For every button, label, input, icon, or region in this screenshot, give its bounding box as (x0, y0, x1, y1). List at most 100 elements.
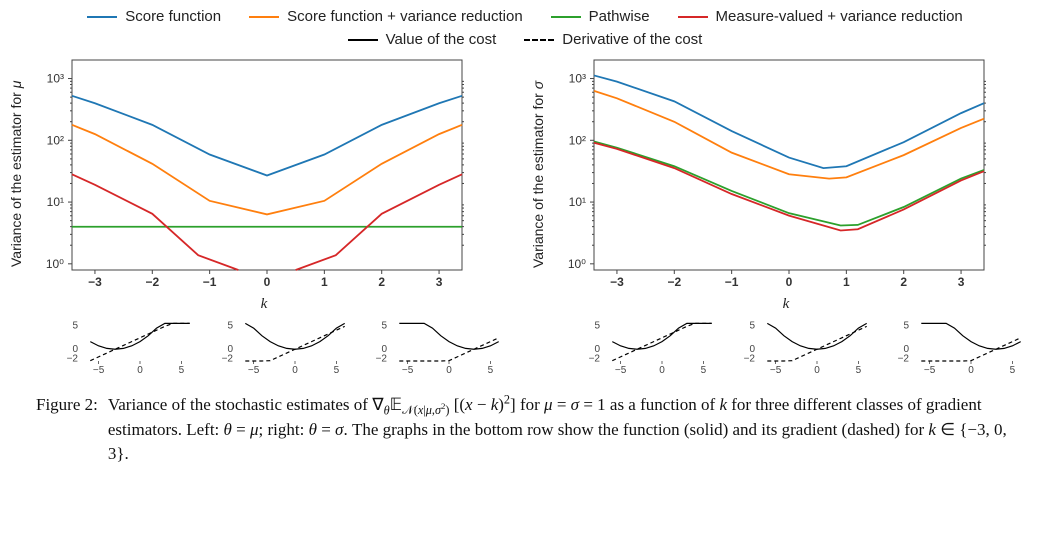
thumb-k0: −505−205 (215, 319, 366, 375)
svg-text:0: 0 (659, 365, 665, 375)
thumbs-sigma: −505−205−505−205−505−205 (582, 319, 1042, 375)
legend: Score function Score function + variance … (8, 8, 1042, 48)
svg-text:5: 5 (227, 321, 233, 332)
svg-text:10¹: 10¹ (47, 195, 64, 209)
thumb-k3: −505−205 (891, 319, 1042, 375)
legend-item: Score function + variance reduction (249, 8, 523, 25)
series-path (594, 142, 984, 226)
svg-text:5: 5 (72, 321, 78, 332)
svg-text:−5: −5 (402, 365, 414, 375)
legend-swatch (524, 39, 554, 41)
svg-text:−2: −2 (67, 354, 79, 365)
panel-mu: Variance of the estimator for μ −3−2−101… (8, 54, 520, 375)
svg-text:10²: 10² (569, 133, 586, 147)
svg-text:−2: −2 (589, 354, 601, 365)
svg-text:0: 0 (72, 344, 78, 355)
thumb-k-3: −505−205 (60, 319, 211, 375)
legend-swatch (87, 16, 117, 18)
svg-text:0: 0 (447, 365, 453, 375)
svg-text:1: 1 (321, 275, 328, 289)
svg-text:1: 1 (843, 275, 850, 289)
series-scorevr (72, 125, 462, 215)
svg-text:−5: −5 (615, 365, 627, 375)
thumb-k-3: −505−205 (582, 319, 733, 375)
series-score (72, 96, 462, 176)
legend-swatch (551, 16, 581, 18)
legend-item: Derivative of the cost (524, 31, 702, 48)
svg-text:5: 5 (904, 321, 910, 332)
svg-text:−5: −5 (924, 365, 936, 375)
svg-text:0: 0 (594, 344, 600, 355)
svg-text:−2: −2 (221, 354, 233, 365)
svg-text:0: 0 (137, 365, 143, 375)
svg-text:0: 0 (264, 275, 271, 289)
svg-text:5: 5 (1010, 365, 1016, 375)
thumbs-mu: −505−205−505−205−505−205 (60, 319, 520, 375)
thumb-k0: −505−205 (737, 319, 888, 375)
series-mvvr (594, 143, 984, 231)
ylabel-sigma: Variance of the estimator for σ (530, 54, 550, 294)
svg-text:10²: 10² (47, 133, 64, 147)
svg-text:5: 5 (594, 321, 600, 332)
legend-item: Value of the cost (348, 31, 497, 48)
svg-text:−5: −5 (93, 365, 105, 375)
svg-text:5: 5 (749, 321, 755, 332)
svg-text:−2: −2 (898, 354, 910, 365)
svg-text:5: 5 (333, 365, 339, 375)
svg-text:0: 0 (969, 365, 975, 375)
legend-row-1: Score function Score function + variance … (8, 8, 1042, 25)
svg-text:10⁰: 10⁰ (568, 257, 586, 271)
thumb-k3: −505−205 (369, 319, 520, 375)
legend-item: Pathwise (551, 8, 650, 25)
svg-text:0: 0 (814, 365, 820, 375)
svg-text:0: 0 (292, 365, 298, 375)
svg-text:10⁰: 10⁰ (46, 257, 64, 271)
svg-text:2: 2 (378, 275, 385, 289)
svg-text:−2: −2 (667, 275, 681, 289)
svg-text:−5: −5 (248, 365, 260, 375)
svg-text:10¹: 10¹ (569, 195, 586, 209)
legend-label: Score function + variance reduction (287, 8, 523, 25)
xlabel-sigma: k (530, 296, 1042, 313)
legend-label: Score function (125, 8, 221, 25)
series-scorevr (594, 91, 984, 179)
legend-row-2: Value of the cost Derivative of the cost (8, 31, 1042, 48)
svg-text:−2: −2 (743, 354, 755, 365)
svg-text:−3: −3 (610, 275, 624, 289)
main-charts: Variance of the estimator for μ −3 −2 −1 0 1… (8, 54, 1042, 375)
panel-sigma: Variance of the estimator for σ −3 −2 −1 0 1… (530, 54, 1042, 375)
legend-label: Value of the cost (386, 31, 497, 48)
chart-mu: −3−2−1012310⁰10¹10²10³ (28, 54, 468, 294)
ylabel-mu: Variance of the estimator for μ (8, 54, 28, 294)
caption-body: Variance of the stochastic estimates of … (108, 393, 1014, 467)
svg-text:5: 5 (179, 365, 185, 375)
legend-label: Derivative of the cost (562, 31, 702, 48)
legend-item: Measure-valued + variance reduction (678, 8, 963, 25)
svg-text:−1: −1 (725, 275, 739, 289)
svg-text:5: 5 (701, 365, 707, 375)
svg-text:5: 5 (488, 365, 494, 375)
svg-text:3: 3 (436, 275, 443, 289)
svg-text:−2: −2 (145, 275, 159, 289)
svg-text:10³: 10³ (569, 72, 586, 86)
legend-item: Score function (87, 8, 221, 25)
svg-text:−1: −1 (203, 275, 217, 289)
svg-text:10³: 10³ (47, 72, 64, 86)
svg-text:0: 0 (904, 344, 910, 355)
svg-text:0: 0 (786, 275, 793, 289)
series-score (594, 75, 984, 168)
svg-text:5: 5 (382, 321, 388, 332)
figure: Score function Score function + variance … (0, 0, 1050, 477)
svg-text:3: 3 (958, 275, 965, 289)
svg-text:−2: −2 (376, 354, 388, 365)
svg-text:0: 0 (382, 344, 388, 355)
caption-lead: Figure 2: (36, 393, 98, 467)
legend-swatch (678, 16, 708, 18)
svg-text:−5: −5 (770, 365, 782, 375)
svg-text:0: 0 (749, 344, 755, 355)
legend-swatch (249, 16, 279, 18)
legend-label: Pathwise (589, 8, 650, 25)
svg-text:5: 5 (855, 365, 861, 375)
legend-swatch (348, 39, 378, 41)
svg-text:2: 2 (900, 275, 907, 289)
